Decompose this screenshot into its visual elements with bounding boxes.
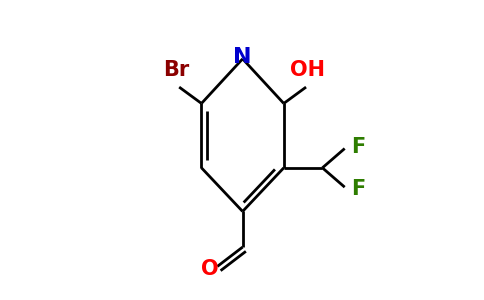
Text: O: O [201,259,219,279]
Text: OH: OH [290,60,325,80]
Text: F: F [351,178,365,199]
Text: F: F [351,137,365,157]
Text: N: N [233,47,252,68]
Text: Br: Br [163,60,189,80]
